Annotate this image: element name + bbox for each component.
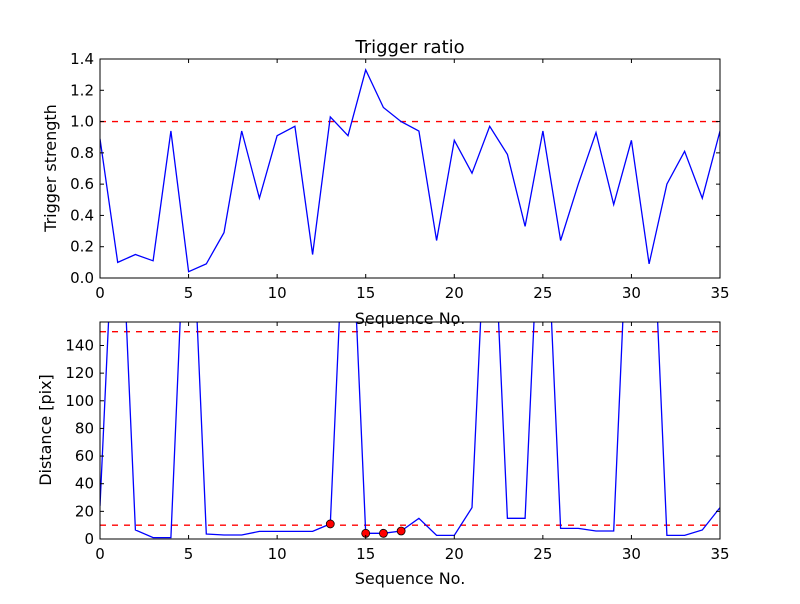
x-axis-label: Sequence No. [355,569,466,588]
y-tick-label: 120 [65,364,94,382]
x-tick-label: 25 [533,284,552,302]
axes-frame [99,321,721,540]
y-tick-label: 80 [75,419,94,437]
y-tick-label: 0 [84,530,94,548]
y-tick-label: 60 [75,447,94,465]
x-tick-label: 20 [445,284,464,302]
y-tick-label: 0.0 [70,269,94,287]
distance-axes: Sequence No. Distance [pix] 0 5 10 15 20 25 30… [36,321,730,588]
x-tick-label: 5 [184,545,194,563]
chart-title: Trigger ratio [354,37,464,58]
y-tick-label: 40 [75,475,94,493]
y-axis-label: Distance [pix] [36,374,55,486]
data-line [100,322,720,539]
x-tick-label: 25 [533,545,552,563]
x-tick-label: 20 [445,545,464,563]
x-tick-label: 0 [95,284,105,302]
y-tick-label: 0.4 [70,206,94,224]
y-tick-label: 0.2 [70,238,94,256]
y-tick-label: 100 [65,392,94,410]
trigger-ratio-axes: Trigger ratio Sequence No. Trigger stren… [41,37,730,328]
y-tick-label: 1.4 [70,50,94,68]
data-marker [396,526,406,536]
x-tick-label: 35 [710,284,729,302]
x-tick-label: 35 [710,545,729,563]
y-tick-label: 20 [75,502,94,520]
x-tick-label: 10 [268,284,287,302]
x-axis-label: Sequence No. [355,309,466,328]
y-tick-label: 140 [65,336,94,354]
y-tick-label: 1.0 [70,113,94,131]
data-marker [379,528,388,538]
y-axis-label: Trigger strength [41,104,60,233]
x-tick-label: 15 [356,545,375,563]
axes-frame [99,58,721,279]
x-tick-label: 30 [622,545,641,563]
y-tick-label: 1.2 [70,81,94,99]
y-tick-label: 0.6 [70,175,94,193]
x-tick-label: 15 [356,284,375,302]
x-tick-label: 10 [268,545,287,563]
data-marker [325,519,335,529]
plot-area [100,68,720,273]
x-tick-label: 0 [95,545,105,563]
x-tick-label: 30 [622,284,641,302]
y-tick-label: 0.8 [70,144,94,162]
data-line [100,68,720,273]
x-tick-label: 5 [184,284,194,302]
